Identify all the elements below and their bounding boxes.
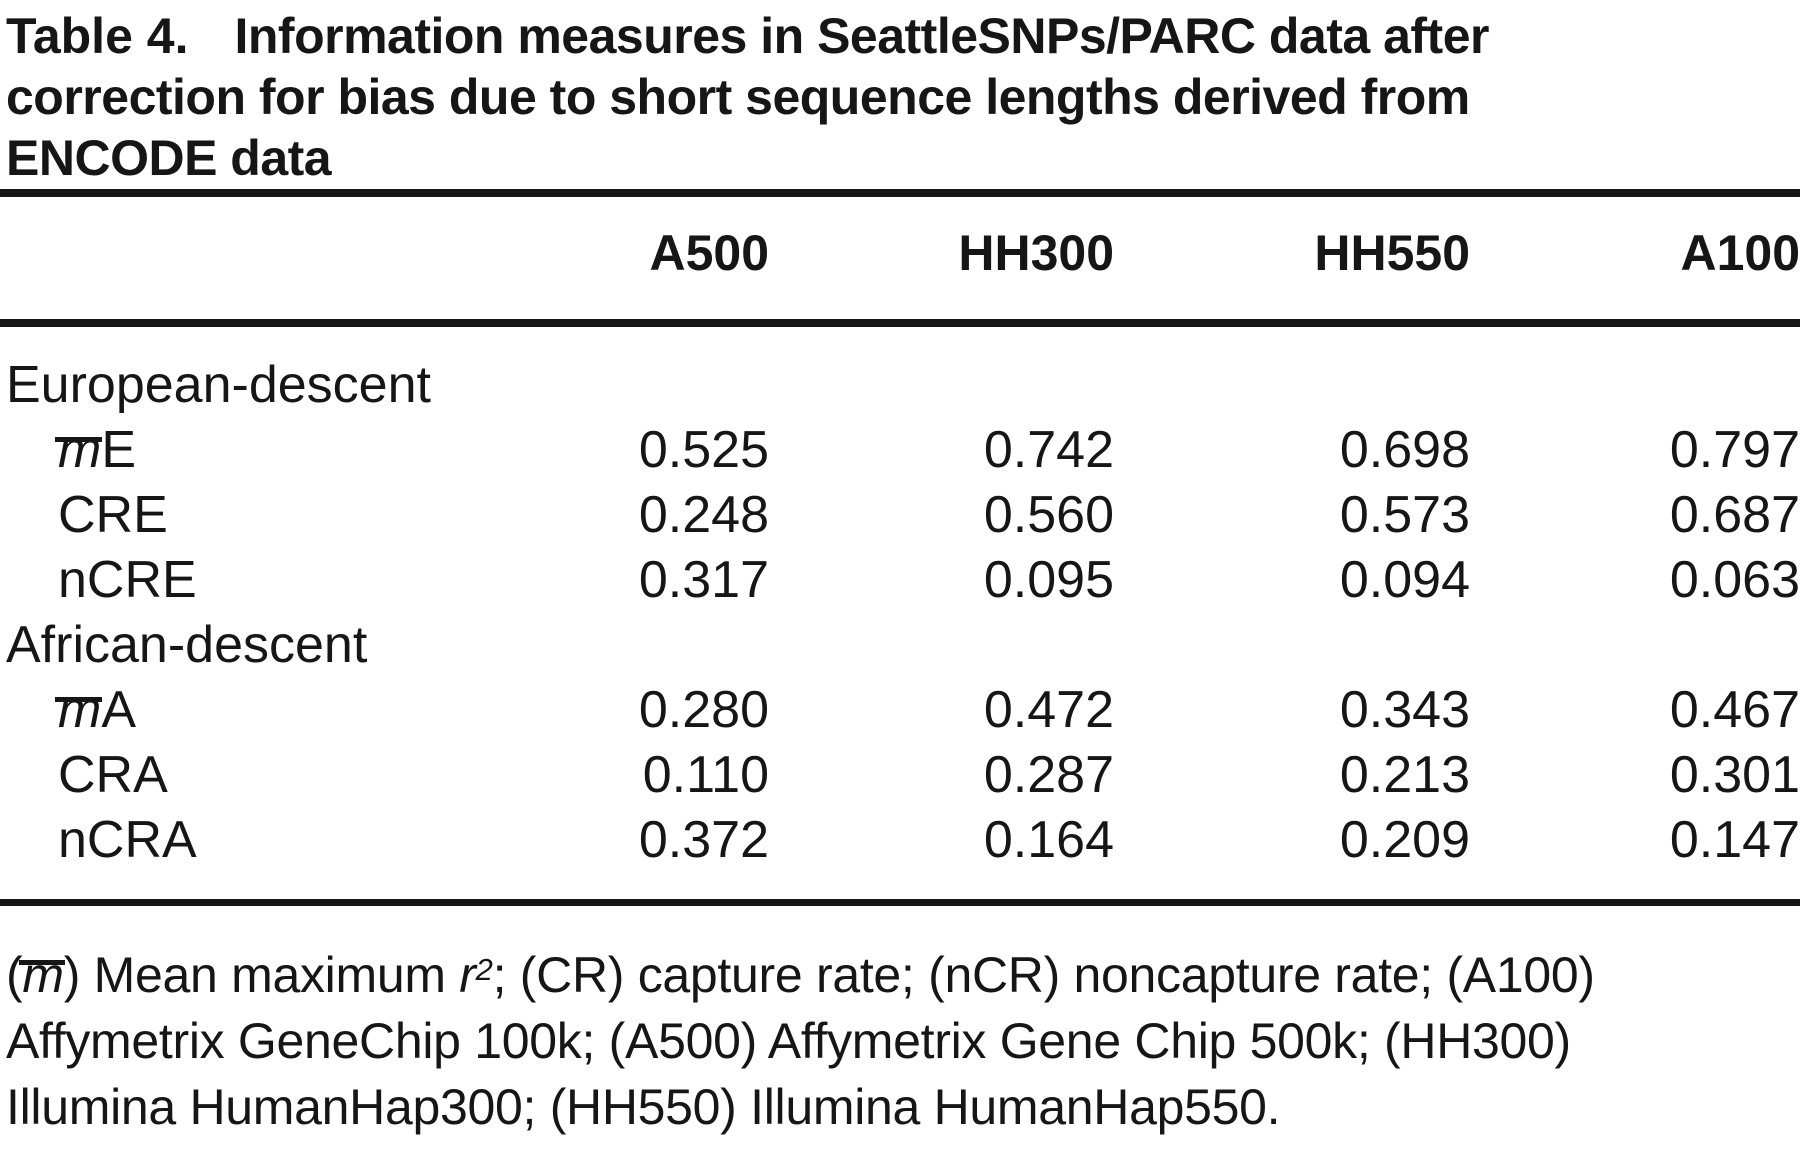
value-cell xyxy=(1470,613,1800,678)
footnote-line-2: Affymetrix GeneChip 100k; (A500) Affymet… xyxy=(6,1013,1571,1069)
m-overbar-symbol: m xyxy=(54,678,103,743)
divider-top xyxy=(0,189,1800,197)
table-row-nCRA: nCRA 0.372 0.164 0.209 0.147 xyxy=(6,808,1800,899)
row-label: CRA xyxy=(58,746,168,804)
footnote-mid-text: ) Mean maximum xyxy=(63,947,460,1003)
table-title-text: Information measures in SeattleSNPs/PARC… xyxy=(6,8,1489,186)
data-table: European-descent mE 0.525 0.742 0.698 0.… xyxy=(6,327,1800,899)
value-cell: 0.209 xyxy=(1339,811,1470,869)
value-cell xyxy=(426,613,769,678)
table-row-european-descent: European-descent xyxy=(6,327,1800,418)
footnote-line-3: Illumina HumanHap300; (HH550) Illumina H… xyxy=(6,1079,1281,1135)
m-overbar-symbol: m xyxy=(19,942,66,1008)
value-cell: 0.372 xyxy=(638,811,769,869)
value-cell: 0.467 xyxy=(1669,681,1800,739)
footnote-rest-text: ; (CR) capture rate; (nCR) noncapture ra… xyxy=(492,947,1595,1003)
page-title: Table 4. Information measures in SeattleS… xyxy=(0,0,1800,189)
header-cell-empty xyxy=(6,197,426,319)
table-row-CRA: CRA 0.110 0.287 0.213 0.301 xyxy=(6,743,1800,808)
row-label: nCRE xyxy=(58,551,197,609)
table-row-mE: mE 0.525 0.742 0.698 0.797 xyxy=(6,418,1800,483)
value-cell xyxy=(769,613,1114,678)
table-footnote: (m) Mean maximum r2; (CR) capture rate; … xyxy=(6,942,1800,1140)
value-cell: 0.110 xyxy=(642,746,769,804)
row-label: African-descent xyxy=(6,616,368,674)
row-label: mA xyxy=(6,678,426,743)
r-squared-symbol: r xyxy=(459,947,476,1003)
r-squared-exponent: 2 xyxy=(475,952,493,988)
value-cell: 0.147 xyxy=(1669,811,1800,869)
value-cell xyxy=(1114,327,1470,418)
value-cell xyxy=(426,327,769,418)
table-number-label: Table 4. xyxy=(6,8,189,64)
value-cell xyxy=(769,327,1114,418)
header-row: A500 HH300 HH550 A100 xyxy=(6,197,1800,319)
value-cell: 0.573 xyxy=(1339,486,1470,544)
value-cell: 0.687 xyxy=(1669,486,1800,544)
m-overbar-symbol: m xyxy=(54,418,103,483)
value-cell: 0.742 xyxy=(983,421,1114,479)
divider-bottom xyxy=(0,899,1800,906)
table-row-mA: mA 0.280 0.472 0.343 0.467 xyxy=(6,678,1800,743)
footnote-open-paren: ( xyxy=(6,947,23,1003)
value-cell: 0.797 xyxy=(1669,421,1800,479)
value-cell: 0.095 xyxy=(983,551,1114,609)
value-cell: 0.472 xyxy=(983,681,1114,739)
value-cell xyxy=(1470,327,1800,418)
value-cell: 0.317 xyxy=(638,551,769,609)
header-cell-a100: A100 xyxy=(1680,225,1800,281)
column-header-table: A500 HH300 HH550 A100 xyxy=(6,197,1800,319)
row-label-suffix: A xyxy=(101,681,137,739)
value-cell: 0.560 xyxy=(983,486,1114,544)
value-cell: 0.164 xyxy=(983,811,1114,869)
header-cell-a500: A500 xyxy=(649,225,769,281)
value-cell: 0.525 xyxy=(638,421,769,479)
footnote-line-1: (m) Mean maximum r2; (CR) capture rate; … xyxy=(6,942,1800,1008)
table-row-nCRE: nCRE 0.317 0.095 0.094 0.063 xyxy=(6,548,1800,613)
value-cell: 0.301 xyxy=(1669,746,1800,804)
table-row-CRE: CRE 0.248 0.560 0.573 0.687 xyxy=(6,483,1800,548)
value-cell: 0.343 xyxy=(1339,681,1470,739)
divider-header xyxy=(0,319,1800,327)
row-label-suffix: E xyxy=(101,421,137,479)
header-cell-hh300: HH300 xyxy=(958,225,1114,281)
value-cell: 0.698 xyxy=(1339,421,1470,479)
value-cell: 0.248 xyxy=(638,486,769,544)
table-row-african-descent: African-descent xyxy=(6,613,1800,678)
value-cell: 0.287 xyxy=(983,746,1114,804)
value-cell xyxy=(1114,613,1470,678)
value-cell: 0.280 xyxy=(638,681,769,739)
value-cell: 0.063 xyxy=(1669,551,1800,609)
value-cell: 0.094 xyxy=(1339,551,1470,609)
value-cell: 0.213 xyxy=(1339,746,1470,804)
row-label: nCRA xyxy=(58,811,197,869)
row-label: mE xyxy=(6,418,426,483)
header-cell-hh550: HH550 xyxy=(1314,225,1470,281)
row-label: CRE xyxy=(58,486,168,544)
row-label: European-descent xyxy=(6,356,431,414)
